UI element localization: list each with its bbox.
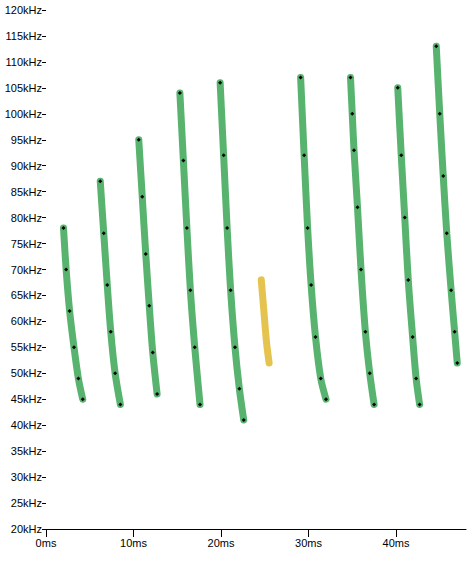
- svg-text:60kHz: 60kHz: [11, 315, 42, 327]
- svg-text:105kHz: 105kHz: [5, 82, 42, 94]
- svg-text:50kHz: 50kHz: [11, 367, 42, 379]
- svg-text:45kHz: 45kHz: [11, 393, 42, 405]
- svg-text:30ms: 30ms: [295, 537, 322, 549]
- svg-text:30kHz: 30kHz: [11, 471, 42, 483]
- svg-text:25kHz: 25kHz: [11, 497, 42, 509]
- svg-text:20ms: 20ms: [208, 537, 235, 549]
- svg-text:110kHz: 110kHz: [6, 56, 42, 68]
- svg-text:70kHz: 70kHz: [11, 264, 42, 276]
- svg-text:20kHz: 20kHz: [11, 523, 42, 535]
- svg-text:65kHz: 65kHz: [11, 289, 42, 301]
- svg-text:10ms: 10ms: [120, 537, 147, 549]
- svg-text:115kHz: 115kHz: [6, 30, 42, 42]
- svg-text:95kHz: 95kHz: [11, 134, 42, 146]
- svg-text:100kHz: 100kHz: [5, 108, 42, 120]
- svg-text:120kHz: 120kHz: [5, 4, 42, 16]
- svg-text:80kHz: 80kHz: [11, 212, 42, 224]
- svg-text:55kHz: 55kHz: [11, 341, 42, 353]
- svg-text:90kHz: 90kHz: [11, 160, 42, 172]
- svg-text:85kHz: 85kHz: [11, 186, 42, 198]
- svg-text:40kHz: 40kHz: [11, 419, 42, 431]
- svg-text:35kHz: 35kHz: [11, 445, 42, 457]
- svg-text:40ms: 40ms: [383, 537, 410, 549]
- svg-text:75kHz: 75kHz: [11, 238, 42, 250]
- svg-text:0ms: 0ms: [36, 537, 57, 549]
